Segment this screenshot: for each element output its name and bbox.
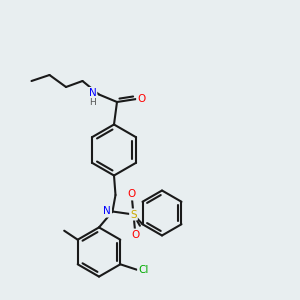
Text: N: N	[103, 206, 111, 217]
Text: O: O	[137, 94, 146, 104]
Text: S: S	[130, 209, 137, 220]
Text: O: O	[132, 230, 140, 240]
Text: Cl: Cl	[138, 265, 148, 275]
Text: H: H	[89, 98, 96, 106]
Text: O: O	[127, 189, 136, 200]
Text: N: N	[88, 88, 96, 98]
